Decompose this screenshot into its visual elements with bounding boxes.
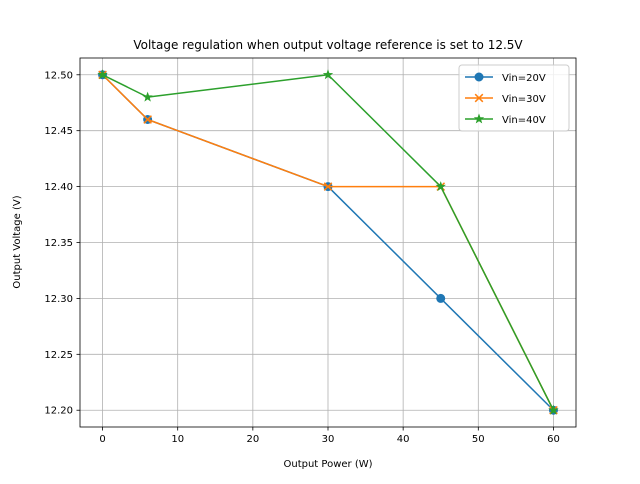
x-tick-label: 40 bbox=[397, 434, 410, 445]
legend-item: Vin=30V bbox=[465, 93, 546, 105]
y-tick-label: 12.30 bbox=[44, 294, 73, 305]
x-tick-label: 0 bbox=[99, 434, 105, 445]
y-axis-label: Output Voltage (V) bbox=[12, 195, 23, 288]
x-tick-label: 20 bbox=[246, 434, 259, 445]
x-axis-label: Output Power (W) bbox=[283, 459, 372, 470]
legend-box bbox=[458, 64, 570, 132]
x-tick-label: 10 bbox=[171, 434, 184, 445]
legend-marker bbox=[473, 113, 485, 124]
legend-label: Vin=20V bbox=[502, 73, 546, 84]
axis-ticks: 0 10 20 30 40 50 60 12.20 12.25 12.30 12.35 12.40 12… bbox=[44, 70, 559, 445]
data-point bbox=[435, 181, 446, 192]
data-point bbox=[323, 182, 333, 191]
y-tick-label: 12.35 bbox=[44, 238, 73, 249]
legend-marker-stroke bbox=[474, 93, 484, 103]
y-tick-label: 12.25 bbox=[44, 350, 73, 361]
series-3 bbox=[97, 69, 559, 415]
legend-label: Vin=30V bbox=[502, 94, 546, 105]
data-point-stroke bbox=[143, 115, 152, 124]
series-layer bbox=[97, 69, 559, 415]
data-point bbox=[548, 404, 559, 415]
data-point bbox=[436, 293, 446, 303]
y-tick-label: 12.20 bbox=[44, 406, 73, 417]
data-point bbox=[143, 115, 152, 124]
legend-marker bbox=[474, 72, 484, 82]
data-point bbox=[322, 69, 334, 80]
chart-title: Voltage regulation when output voltage r… bbox=[133, 38, 523, 52]
y-tick-label: 12.50 bbox=[44, 70, 73, 81]
data-point bbox=[97, 69, 108, 80]
x-tick-label: 50 bbox=[472, 434, 485, 445]
data-point-stroke bbox=[323, 182, 333, 191]
x-tick-label: 30 bbox=[322, 434, 335, 445]
x-tick-label: 60 bbox=[547, 434, 560, 445]
legend-item: Vin=20V bbox=[465, 72, 546, 84]
legend: Vin=20V Vin=30V Vin=40V bbox=[458, 64, 570, 132]
legend-item: Vin=40V bbox=[465, 113, 546, 126]
legend-marker bbox=[474, 93, 484, 103]
y-tick-label: 12.45 bbox=[44, 126, 73, 137]
data-point bbox=[142, 91, 153, 102]
legend-label: Vin=40V bbox=[502, 115, 546, 126]
y-tick-label: 12.40 bbox=[44, 182, 73, 193]
